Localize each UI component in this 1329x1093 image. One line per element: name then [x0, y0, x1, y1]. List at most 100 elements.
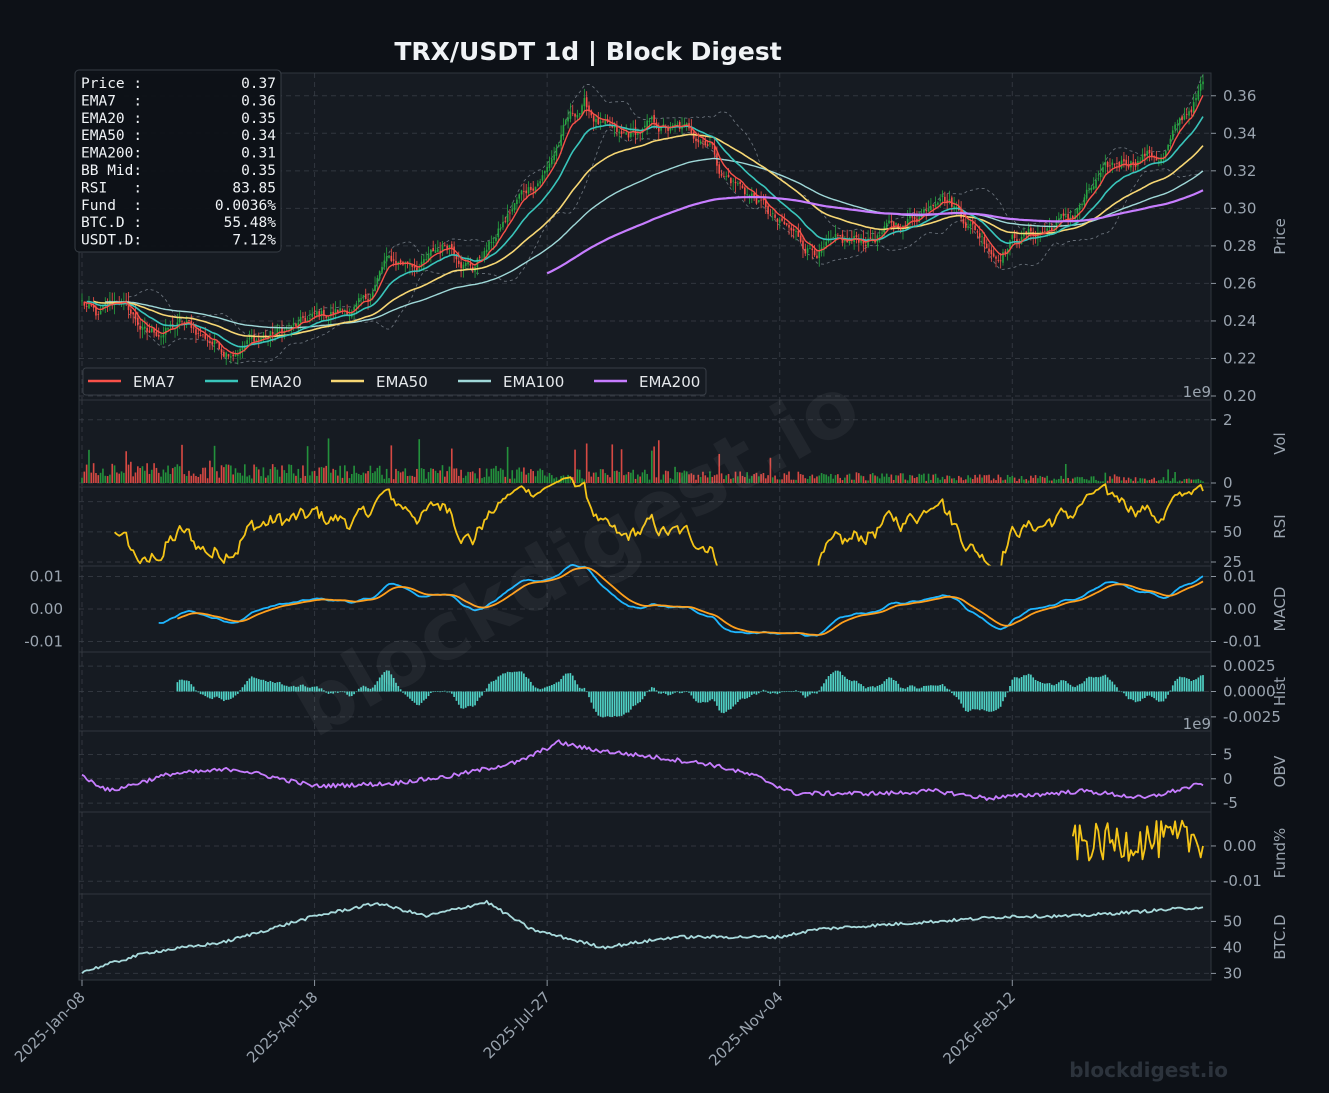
hist-bar	[927, 685, 930, 692]
hist-bar	[688, 691, 690, 693]
candle-body	[764, 199, 767, 208]
candle-body	[257, 338, 260, 340]
hist-bar	[1123, 691, 1125, 694]
hist-bar	[418, 691, 421, 706]
candle-body	[1095, 180, 1097, 189]
candle-body	[213, 340, 216, 345]
volume-bar	[690, 473, 693, 483]
hist-bar	[583, 687, 586, 692]
volume-bar	[183, 474, 186, 483]
y-tick-label-left: 0.01	[30, 568, 63, 586]
volume-bar	[992, 478, 995, 483]
volume-bar	[581, 478, 583, 483]
candle-body	[1041, 231, 1044, 233]
volume-bar	[797, 471, 800, 483]
volume-bar	[923, 473, 925, 483]
hist-bar	[878, 685, 881, 692]
hist-bar	[797, 691, 800, 692]
volume-bar	[760, 474, 762, 483]
hist-bar	[1004, 691, 1007, 698]
volume-bar	[851, 479, 853, 483]
volume-bar	[971, 479, 974, 483]
hist-bar	[1160, 691, 1162, 702]
candle-body	[299, 316, 302, 323]
volume-bar	[883, 476, 886, 483]
volume-bar	[853, 479, 855, 483]
candle-body	[1104, 162, 1107, 166]
hist-bar	[441, 690, 444, 692]
volume-bar	[734, 471, 737, 483]
hist-bar	[753, 691, 755, 694]
candle-body	[413, 266, 416, 268]
volume-bar	[674, 466, 676, 483]
volume-bar	[474, 473, 476, 483]
candle-body	[1118, 162, 1121, 167]
hist-bar	[885, 679, 888, 692]
volume-bar	[164, 472, 167, 483]
candle-body	[827, 239, 830, 242]
hist-bar	[1176, 678, 1179, 692]
hist-bar	[1146, 691, 1149, 696]
hist-bar	[816, 691, 818, 694]
hist-bar	[448, 691, 451, 693]
candle-body	[1081, 204, 1083, 206]
volume-bar	[320, 466, 323, 483]
volume-bar	[1153, 477, 1155, 483]
hist-bar	[511, 672, 514, 692]
candle-body	[444, 245, 446, 247]
ema200-line	[546, 189, 1204, 275]
funding-line	[1071, 819, 1204, 862]
hist-bar	[520, 671, 523, 692]
hist-bar	[1037, 681, 1039, 692]
hist-bar	[323, 690, 325, 692]
hist-bar	[1081, 683, 1083, 692]
candle-body	[555, 148, 558, 156]
hist-bar	[699, 691, 702, 703]
volume-bar	[1085, 479, 1088, 483]
candle-body	[1195, 98, 1197, 101]
candle-body	[744, 187, 746, 195]
volume-bar	[437, 473, 439, 483]
volume-bar	[802, 474, 804, 483]
candle-body	[816, 255, 818, 259]
legend-label-ema50: EMA50	[376, 373, 428, 391]
candle-body	[669, 127, 672, 131]
candle-body	[983, 237, 986, 245]
volume-bar	[862, 476, 865, 483]
volume-bar	[299, 478, 302, 483]
volume-bar	[495, 465, 497, 483]
volume-bar	[464, 475, 467, 483]
volume-bar	[688, 474, 690, 483]
volume-bar	[216, 471, 218, 483]
volume-bar	[1125, 480, 1128, 483]
info-box: Price : 0.37 EMA7 : 0.36 EMA20 : 0.35 EMA50 : 0…	[74, 69, 282, 253]
volume-bar	[269, 468, 272, 483]
candle-body	[295, 323, 297, 327]
hist-bar	[883, 681, 886, 692]
hist-bar	[541, 688, 544, 692]
candle-body	[181, 320, 183, 322]
candle-body	[416, 267, 418, 271]
volume-bar	[837, 474, 839, 483]
volume-bar	[1027, 480, 1030, 483]
volume-bar	[1174, 472, 1176, 483]
volume-bar	[502, 469, 504, 483]
volume-bar	[930, 479, 932, 483]
hist-bar	[1190, 681, 1193, 692]
candle-body	[430, 249, 432, 256]
volume-bar	[764, 478, 767, 483]
candle-body	[792, 229, 795, 231]
hist-bar	[760, 691, 762, 693]
hist-bar	[1057, 682, 1060, 692]
volume-bar	[609, 477, 611, 483]
volume-bar	[188, 470, 190, 483]
volume-bar	[767, 475, 769, 483]
volume-bar	[125, 451, 128, 483]
volume-bar	[1146, 480, 1148, 483]
y-tick-label-left: 0.00	[30, 600, 63, 618]
volume-bar	[325, 465, 328, 483]
candle-body	[130, 309, 132, 314]
volume-bar	[839, 477, 841, 483]
volume-bar	[1092, 476, 1095, 483]
candle-body	[953, 206, 955, 208]
